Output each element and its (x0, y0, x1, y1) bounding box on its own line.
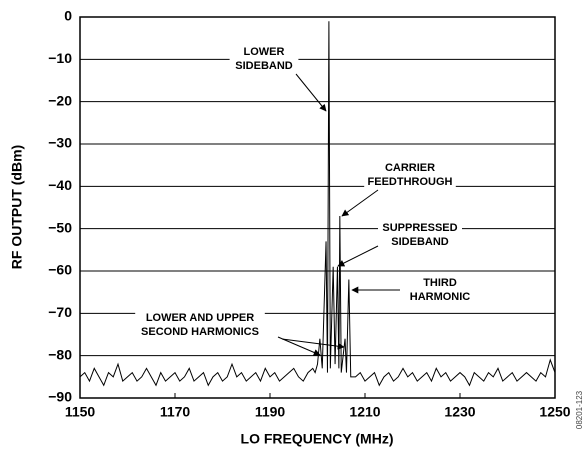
y-tick-label: −80 (48, 346, 72, 362)
y-tick-label: −50 (48, 219, 72, 235)
annotation: SUPPRESSED (382, 222, 457, 234)
y-tick-label: −60 (48, 262, 72, 278)
y-tick-label: −10 (48, 50, 72, 66)
spectrum-line (79, 21, 556, 387)
annotation-arrow (337, 245, 379, 267)
x-axis-title: LO FREQUENCY (MHz) (241, 431, 394, 447)
annotation-arrow (281, 338, 345, 350)
annotation: LOWER (244, 46, 285, 58)
annotation-arrow (277, 336, 321, 356)
y-tick-label: −30 (48, 135, 72, 151)
x-tick-label: 1230 (444, 404, 475, 420)
annotation-arrow (341, 189, 379, 217)
annotation-bg (405, 275, 475, 305)
y-tick-label: −20 (48, 92, 72, 108)
annotation-bg (135, 310, 265, 340)
y-axis-title: RF OUTPUT (dBm) (9, 145, 25, 269)
annotation: HARMONIC (410, 291, 471, 303)
x-tick-label: 1210 (349, 404, 380, 420)
x-tick-label: 1250 (539, 404, 570, 420)
x-tick-label: 1190 (255, 404, 286, 420)
y-tick-label: −40 (48, 177, 72, 193)
annotation: FEEDTHROUGH (368, 176, 453, 188)
x-tick-label: 1150 (65, 404, 96, 420)
annotation: CARRIER (385, 162, 435, 174)
annotation-bg (378, 220, 462, 250)
x-tick-label: 1170 (160, 404, 191, 420)
annotation: LOWER AND UPPER (146, 312, 254, 324)
annotation: SECOND HARMONICS (141, 326, 259, 338)
y-tick-label: −70 (48, 304, 72, 320)
annotation: SIDEBAND (391, 236, 449, 248)
y-tick-label: −90 (48, 389, 72, 405)
annotation-bg (229, 44, 299, 74)
y-tick-label: 0 (64, 8, 72, 24)
annotation-bg (364, 160, 456, 190)
plot-frame (79, 16, 556, 399)
annotation: SIDEBAND (235, 60, 293, 72)
annotation-arrow (295, 73, 327, 112)
annotation: THIRD (423, 277, 457, 289)
figure-id: 08201-123 (575, 390, 584, 429)
